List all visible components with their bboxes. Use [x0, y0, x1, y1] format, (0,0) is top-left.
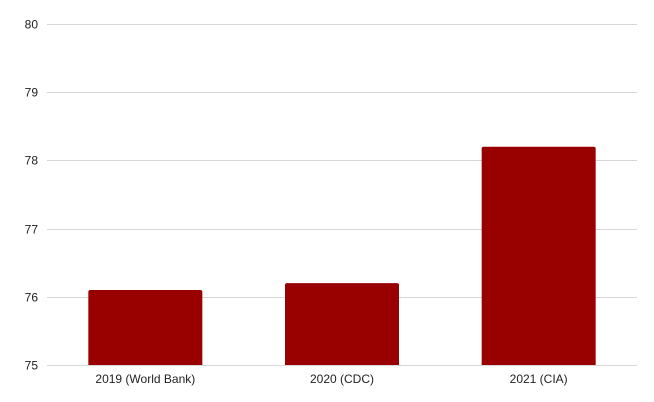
bars [88, 146, 596, 365]
bar-2 [481, 146, 596, 365]
y-axis-tick-labels: 75 76 77 78 79 80 [25, 18, 39, 373]
x-tick-label: 2019 (World Bank) [95, 372, 195, 386]
y-tick-label: 77 [25, 223, 39, 237]
y-tick-label: 80 [25, 18, 39, 32]
x-tick-label: 2020 (CDC) [310, 372, 374, 386]
y-tick-label: 79 [25, 86, 39, 100]
y-tick-label: 78 [25, 154, 39, 168]
bar-0 [88, 289, 203, 365]
x-tick-label: 2021 (CIA) [510, 372, 568, 386]
y-tick-label: 75 [25, 359, 39, 373]
x-axis-tick-labels: 2019 (World Bank) 2020 (CDC) 2021 (CIA) [95, 372, 567, 386]
y-tick-label: 76 [25, 291, 39, 305]
bar-1 [285, 283, 399, 365]
